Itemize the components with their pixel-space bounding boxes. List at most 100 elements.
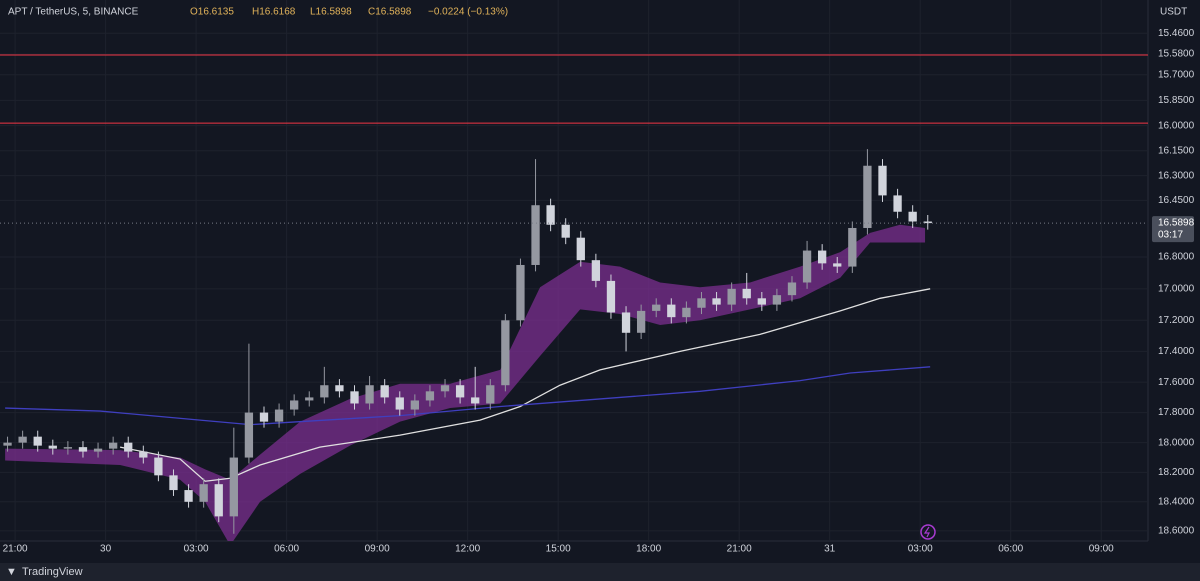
candle-body xyxy=(290,400,299,410)
y-tick-label: 15.7000 xyxy=(1158,69,1195,80)
candle-body xyxy=(802,250,812,283)
brand-logo: ▼ xyxy=(6,566,17,578)
candle-body xyxy=(546,205,555,225)
candle-body xyxy=(531,205,540,265)
candle-body xyxy=(833,263,842,267)
ohlc-close: C16.5898 xyxy=(368,7,412,18)
symbol-title: APT / TetherUS, 5, BINANCE xyxy=(8,7,139,18)
candle-body xyxy=(305,397,314,401)
candle-body xyxy=(63,447,73,449)
currency: USDT xyxy=(1160,7,1187,18)
candle-body xyxy=(274,409,284,422)
y-tick-label: 17.0000 xyxy=(1158,283,1195,294)
candle-body xyxy=(139,451,148,458)
candle-body xyxy=(923,221,932,224)
candle-body xyxy=(229,457,238,517)
candle-body xyxy=(908,211,917,222)
candle-body xyxy=(757,298,766,305)
y-tick-label: 18.2000 xyxy=(1158,467,1195,478)
countdown: 03:17 xyxy=(1158,230,1183,241)
x-tick-label: 06:00 xyxy=(998,544,1023,555)
x-tick-label: 06:00 xyxy=(274,544,299,555)
candle-body xyxy=(893,195,902,212)
x-tick-label: 03:00 xyxy=(184,544,209,555)
y-tick-label: 16.4500 xyxy=(1158,195,1195,206)
candle-body xyxy=(154,457,163,476)
ohlc-low: L16.5898 xyxy=(310,7,352,18)
candle-body xyxy=(576,237,585,261)
candle-body xyxy=(425,391,435,401)
x-tick-label: 15:00 xyxy=(546,544,571,555)
x-tick-label: 09:00 xyxy=(1089,544,1114,555)
x-tick-label: 03:00 xyxy=(908,544,933,555)
candle-body xyxy=(591,260,601,281)
brand: TradingView xyxy=(22,566,83,578)
candle-body xyxy=(184,490,193,502)
candle-body xyxy=(621,312,631,333)
y-tick-label: 15.5800 xyxy=(1158,49,1195,60)
candle-body xyxy=(395,397,404,410)
plot xyxy=(0,0,1148,541)
candle-body xyxy=(486,385,495,404)
candle-body xyxy=(244,412,254,458)
candle-body xyxy=(516,264,525,321)
candle-body xyxy=(350,391,359,404)
x-tick-label: 21:00 xyxy=(3,544,28,555)
x-tick-label: 21:00 xyxy=(727,544,752,555)
candle-body xyxy=(697,298,706,308)
candle-body xyxy=(259,412,269,422)
candle-body xyxy=(471,397,480,404)
ohlc-open: O16.6135 xyxy=(190,7,234,18)
y-tick-label: 17.8000 xyxy=(1158,407,1195,418)
candle-body xyxy=(380,385,389,398)
x-tick-label: 31 xyxy=(824,544,836,555)
candle-body xyxy=(727,288,736,305)
y-tick-label: 18.6000 xyxy=(1158,526,1195,537)
lightning-bolt xyxy=(923,526,930,538)
x-tick-label: 30 xyxy=(100,544,112,555)
candle-body xyxy=(667,304,676,318)
last-price-box xyxy=(1152,216,1194,243)
candle-body xyxy=(78,447,88,452)
y-tick-label: 15.8500 xyxy=(1158,95,1195,106)
y-tick-label: 16.0000 xyxy=(1158,120,1195,131)
candle-body xyxy=(772,295,782,305)
candle-body xyxy=(214,484,223,517)
candle-body xyxy=(410,400,419,410)
candle-body xyxy=(440,385,450,392)
candle-body xyxy=(818,250,827,264)
y-tick-label: 17.4000 xyxy=(1158,346,1195,357)
candle-body xyxy=(93,448,103,452)
candle-body xyxy=(742,288,751,299)
ribbon-band xyxy=(5,224,926,541)
y-tick-label: 17.6000 xyxy=(1158,377,1195,388)
candle-body xyxy=(501,320,510,386)
candle-body xyxy=(199,484,208,502)
y-tick-label: 16.8000 xyxy=(1158,252,1195,263)
ohlc-change: −0.0224 (−0.13%) xyxy=(428,7,508,18)
candle-body xyxy=(682,307,691,318)
candle-body xyxy=(863,165,872,228)
moving-average xyxy=(5,366,931,426)
candle-body xyxy=(606,280,616,313)
x-tick-label: 12:00 xyxy=(455,544,480,555)
ohlc-high: H16.6168 xyxy=(252,7,296,18)
moving-average xyxy=(119,288,931,482)
y-tick-label: 17.2000 xyxy=(1158,315,1195,326)
lightning-icon[interactable] xyxy=(920,524,936,540)
candle-body xyxy=(48,445,57,449)
candle-body xyxy=(169,475,178,491)
candle-body xyxy=(787,282,797,296)
candle-body xyxy=(335,385,344,392)
candle-body xyxy=(124,442,133,452)
candle-body xyxy=(455,385,465,398)
y-tick-label: 18.0000 xyxy=(1158,437,1195,448)
y-tick-label: 15.4600 xyxy=(1158,28,1195,39)
y-tick-label: 16.1500 xyxy=(1158,145,1195,156)
y-tick-label: 18.4000 xyxy=(1158,496,1195,507)
footer-bar xyxy=(0,563,1200,581)
x-tick-label: 18:00 xyxy=(636,544,661,555)
candle-body xyxy=(636,310,646,333)
candle-body xyxy=(33,436,42,446)
